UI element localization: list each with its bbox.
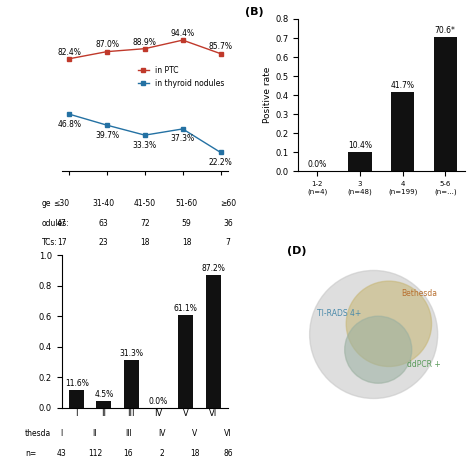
- in thyroid nodules: [218, 150, 223, 155]
- in PTC: [218, 51, 223, 56]
- Text: 63: 63: [99, 219, 108, 228]
- Text: (B): (B): [245, 7, 264, 17]
- Text: VI: VI: [224, 429, 232, 438]
- Text: ≤30: ≤30: [54, 199, 70, 208]
- Text: 61.1%: 61.1%: [174, 304, 198, 313]
- Bar: [96, 401, 111, 408]
- Bar: [206, 275, 220, 408]
- Bar: [178, 315, 193, 408]
- Text: ge: ge: [42, 199, 51, 208]
- in thyroid nodules: [180, 126, 185, 132]
- Bar: [348, 152, 372, 172]
- Text: odules:: odules:: [42, 219, 69, 228]
- Text: 18: 18: [190, 449, 200, 458]
- Text: 31.3%: 31.3%: [119, 349, 143, 358]
- Text: TCs:: TCs:: [42, 238, 57, 247]
- Text: 41-50: 41-50: [134, 199, 156, 208]
- Text: 0.0%: 0.0%: [308, 161, 327, 170]
- Text: 59: 59: [182, 219, 191, 228]
- Line: in thyroid nodules: in thyroid nodules: [67, 112, 222, 154]
- Text: 2: 2: [159, 449, 164, 458]
- Text: 17: 17: [57, 238, 66, 247]
- Text: 70.6*: 70.6*: [435, 26, 456, 35]
- Text: 11.6%: 11.6%: [65, 379, 89, 388]
- in thyroid nodules: [142, 132, 148, 138]
- Text: 43: 43: [57, 449, 66, 458]
- in thyroid nodules: [104, 122, 110, 128]
- Text: 86: 86: [223, 449, 233, 458]
- Text: 88.9%: 88.9%: [133, 37, 157, 46]
- Bar: [124, 360, 139, 408]
- Text: 72: 72: [140, 219, 150, 228]
- Text: 37.3%: 37.3%: [171, 135, 195, 144]
- Text: 46.8%: 46.8%: [57, 119, 81, 128]
- Text: III: III: [125, 429, 132, 438]
- Text: TI-RADS 4+: TI-RADS 4+: [317, 309, 362, 318]
- Text: 4.5%: 4.5%: [94, 390, 114, 399]
- Text: (D): (D): [287, 246, 306, 256]
- Text: 87.0%: 87.0%: [95, 40, 119, 49]
- Text: 22.2%: 22.2%: [209, 158, 232, 167]
- Text: V: V: [192, 429, 198, 438]
- Text: IV: IV: [158, 429, 165, 438]
- Text: 41.7%: 41.7%: [391, 81, 415, 90]
- Text: 18: 18: [182, 238, 191, 247]
- in PTC: [66, 56, 72, 62]
- in PTC: [142, 46, 148, 52]
- Text: 16: 16: [123, 449, 133, 458]
- in PTC: [104, 49, 110, 55]
- Y-axis label: Positive rate: Positive rate: [263, 67, 272, 123]
- Text: n=: n=: [25, 449, 36, 458]
- Text: 82.4%: 82.4%: [57, 47, 81, 56]
- in thyroid nodules: [66, 111, 72, 117]
- Text: 0.0%: 0.0%: [149, 397, 168, 406]
- Text: 87.2%: 87.2%: [201, 264, 225, 273]
- Bar: [391, 92, 414, 172]
- Circle shape: [345, 316, 412, 383]
- Text: 85.7%: 85.7%: [209, 43, 233, 52]
- Text: II: II: [93, 429, 97, 438]
- Bar: [69, 390, 84, 408]
- Text: Bethesda: Bethesda: [401, 289, 438, 298]
- Text: ≥60: ≥60: [220, 199, 236, 208]
- Text: I: I: [61, 429, 63, 438]
- Text: thesda: thesda: [25, 429, 51, 438]
- Text: ddPCR +: ddPCR +: [407, 360, 441, 369]
- Text: 31-40: 31-40: [92, 199, 114, 208]
- Circle shape: [310, 271, 438, 399]
- Text: 47: 47: [57, 219, 66, 228]
- in PTC: [180, 37, 185, 43]
- Text: 7: 7: [226, 238, 230, 247]
- Text: 10.4%: 10.4%: [348, 141, 372, 150]
- Text: 112: 112: [88, 449, 102, 458]
- Text: 39.7%: 39.7%: [95, 131, 119, 140]
- Circle shape: [346, 281, 431, 366]
- Bar: [434, 37, 457, 172]
- Text: 51-60: 51-60: [175, 199, 198, 208]
- Legend: in PTC, in thyroid nodules: in PTC, in thyroid nodules: [135, 63, 228, 91]
- Text: 94.4%: 94.4%: [171, 29, 195, 38]
- Text: 23: 23: [99, 238, 108, 247]
- Text: 18: 18: [140, 238, 150, 247]
- Line: in PTC: in PTC: [67, 38, 222, 61]
- Text: 33.3%: 33.3%: [133, 141, 157, 150]
- Text: 36: 36: [223, 219, 233, 228]
